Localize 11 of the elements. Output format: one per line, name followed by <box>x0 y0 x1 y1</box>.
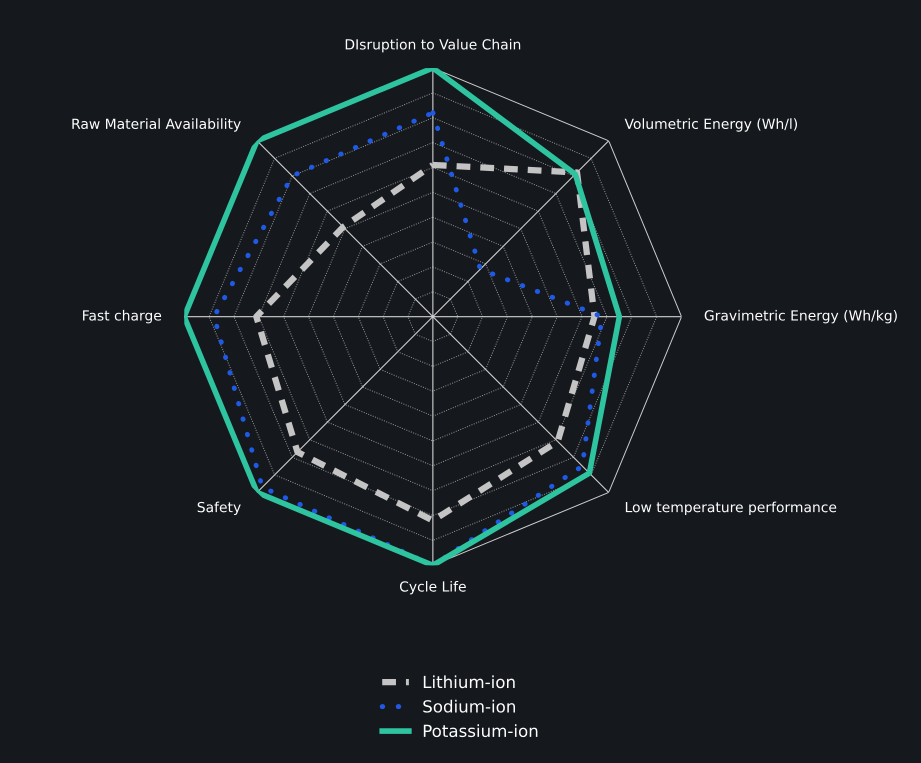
spoke-label: Fast charge <box>83 310 162 324</box>
spoke-label: Low temperature performance <box>626 502 836 516</box>
legend-label: Lithium-ion <box>424 675 515 688</box>
spoke-label: Cycle Life <box>400 580 466 594</box>
legend-label: Potassium-ion <box>424 724 538 738</box>
spoke-label: Gravimetric Energy (Wh/kg) <box>704 310 897 324</box>
spoke-label: DIsruption to Value Chain <box>346 38 520 52</box>
legend-label: Sodium-ion <box>423 700 515 713</box>
spoke-label: Volumetric Energy (Wh/l) <box>624 118 798 132</box>
spoke-label: Safety <box>198 502 241 516</box>
spoke-label: Raw Material Availability <box>72 118 241 132</box>
